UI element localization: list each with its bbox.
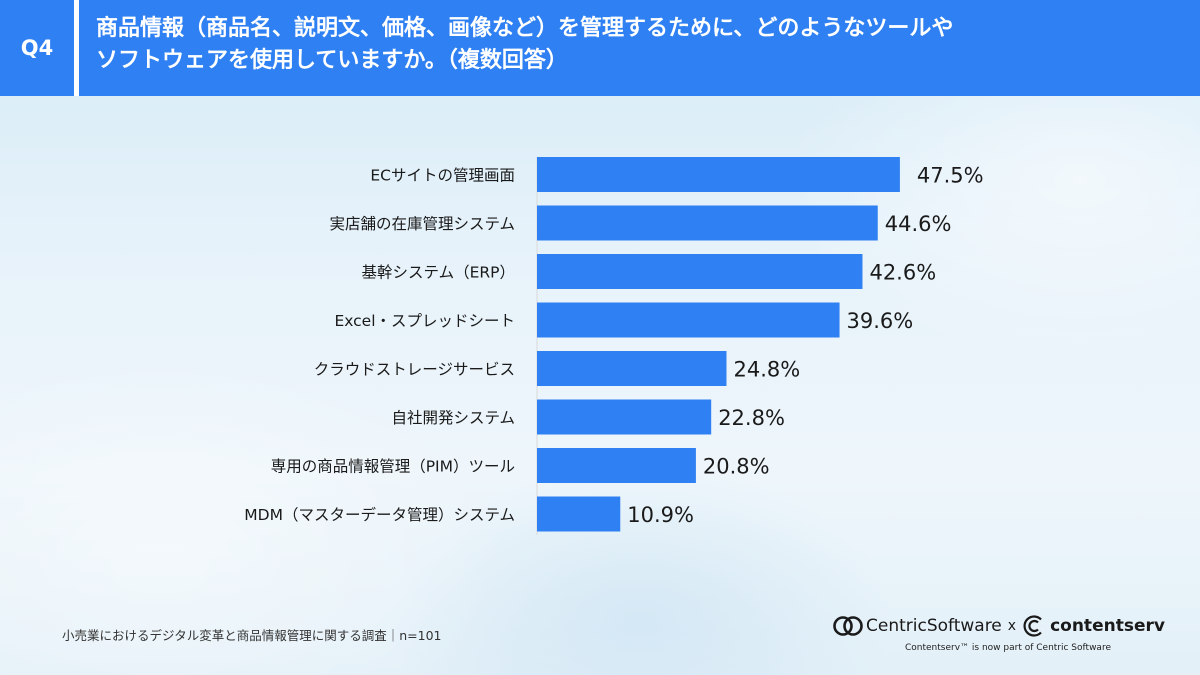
category-label: 実店舗の在庫管理システム [329, 215, 515, 233]
bar [537, 302, 840, 338]
category-label: クラウドストレージサービス [314, 361, 515, 379]
category-label: 基幹システム（ERP） [362, 263, 515, 282]
data-label: 20.8% [703, 455, 770, 479]
data-label: 10.9% [627, 503, 694, 527]
data-label: 24.8% [733, 358, 800, 382]
bar [537, 448, 696, 483]
question-badge: Q4 [20, 36, 54, 60]
data-label: 39.6% [847, 309, 914, 333]
logos: CentricSoftware x contentserv [833, 613, 1165, 639]
question-title: 商品情報（商品名、説明文、価格、画像など）を管理するために、どのようなツールや … [96, 13, 1176, 77]
bar [537, 399, 712, 435]
bar [537, 205, 878, 241]
bar [537, 254, 863, 289]
bar [537, 351, 727, 386]
bar [537, 157, 900, 192]
category-label: ECサイトの管理画面 [370, 167, 515, 185]
contentserv-logo-icon [1023, 615, 1042, 637]
data-label: 47.5% [917, 164, 984, 188]
category-label: Excel・スプレッドシート [334, 312, 515, 330]
contentserv-logo-text: contentserv [1050, 616, 1165, 636]
bar [537, 496, 621, 532]
logo-separator: x [1007, 618, 1017, 634]
category-label: 専用の商品情報管理（PIM）ツール [271, 458, 515, 476]
centric-logo-text: CentricSoftware [866, 616, 1002, 636]
data-label: 44.6% [885, 212, 952, 236]
survey-footnote: 小売業におけるデジタル変革と商品情報管理に関する調査｜n=101 [62, 628, 442, 643]
header-divider [74, 0, 79, 96]
data-label: 22.8% [718, 406, 785, 430]
centric-logo-icon [833, 616, 863, 636]
category-label: MDM（マスターデータ管理）システム [244, 505, 515, 524]
logo-tagline: Contentserv™ is now part of Centric Soft… [905, 643, 1111, 653]
data-label: 42.6% [869, 261, 936, 285]
question-title-line2: ソフトウェアを使用していますか。（複数回答） [96, 48, 568, 73]
question-title-line1: 商品情報（商品名、説明文、価格、画像など）を管理するために、どのようなツールや [96, 16, 954, 41]
question-header: Q4 商品情報（商品名、説明文、価格、画像など）を管理するために、どのようなツー… [0, 0, 1200, 96]
category-label: 自社開発システム [391, 409, 515, 427]
